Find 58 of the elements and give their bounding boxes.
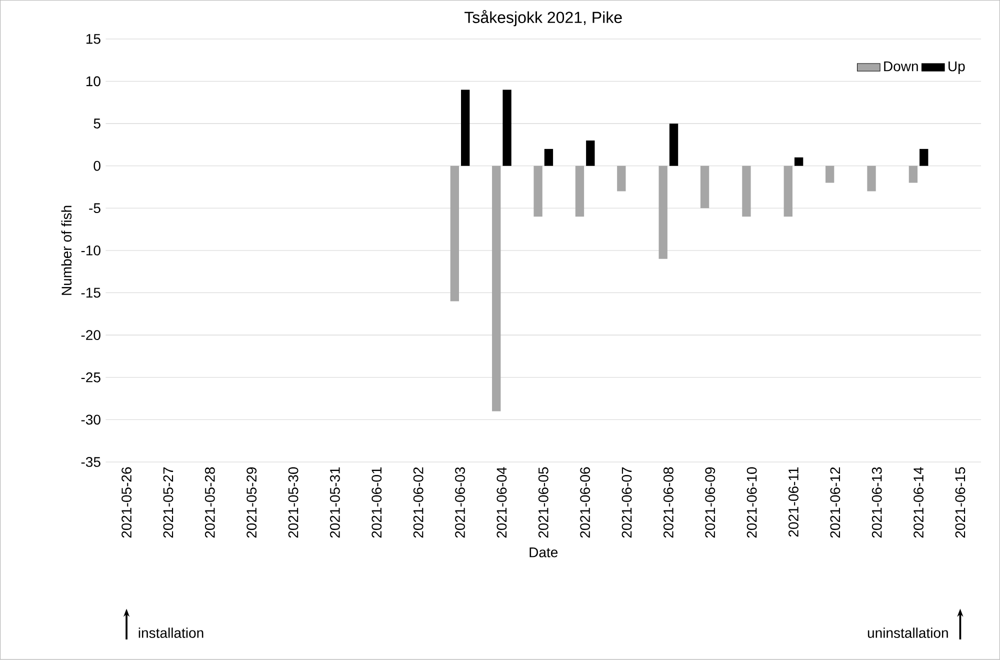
y-tick-label: 0 [94,161,100,171]
x-tick-label: 2021-06-14 [914,467,924,538]
x-tick-label: 2021-06-08 [663,467,674,538]
bar [502,90,512,166]
bar [669,124,678,166]
legend-label: Up [948,62,965,74]
x-tick-label: 2021-06-12 [830,468,840,538]
x-tick-label: 2021-06-10 [746,467,757,538]
x-tick-label: 2021-06-11 [788,468,798,537]
legend-label: Down [884,62,918,72]
bar [867,166,876,192]
y-tick-label: -30 [81,414,100,425]
bar [544,149,554,166]
bar [700,166,710,208]
x-tick-label: 2021-06-04 [496,467,507,538]
x-tick-label: 2021-06-09 [705,468,716,538]
y-tick-label: 5 [94,118,100,129]
bar [575,166,584,217]
bar [450,166,460,302]
y-tick-label: -25 [81,372,100,382]
bar [492,166,501,412]
text: installation [138,628,204,638]
y-tick-label: -15 [81,288,100,298]
x-tick-label: 2021-06-05 [538,467,548,538]
x-tick-label: 2021-06-02 [413,468,424,538]
y-tick-label: -35 [81,457,100,468]
bar [794,158,804,166]
x-tick-label: 2021-05-28 [204,467,215,538]
bar [586,140,595,166]
x-axis-title: Date [530,548,558,558]
y-tick-label: 10 [86,76,100,86]
bar [825,166,834,183]
x-tick-label: 2021-06-15 [955,467,966,538]
bar [461,90,470,166]
chart-title: Tsåkesjokk 2021, Pike [464,10,622,26]
bar [742,166,751,217]
y-tick-label: -10 [81,246,100,256]
x-tick-label: 2021-05-31 [330,468,340,538]
y-tick-label: 15 [86,34,100,44]
x-tick-label: 2021-06-13 [872,467,882,538]
x-tick-label: 2021-06-07 [622,468,632,538]
bar [534,166,542,217]
y-tick-label: -20 [81,330,100,340]
y-axis-title: Number of fish [61,206,72,296]
x-tick-label: 2021-06-06 [580,467,590,538]
bar [617,166,626,192]
x-tick-label: 2021-06-03 [455,467,465,538]
x-tick-label: 2021-05-30 [288,467,298,538]
x-tick-label: 2021-05-27 [163,468,174,538]
bar [658,166,668,260]
bar [908,166,918,183]
bar [920,149,928,166]
x-tick-label: 2021-05-26 [122,467,132,538]
x-tick-label: 2021-06-01 [372,468,382,538]
x-tick-label: 2021-05-29 [246,468,257,538]
text: uninstallation [868,628,948,638]
bar [784,166,792,217]
y-tick-label: -5 [89,203,100,214]
